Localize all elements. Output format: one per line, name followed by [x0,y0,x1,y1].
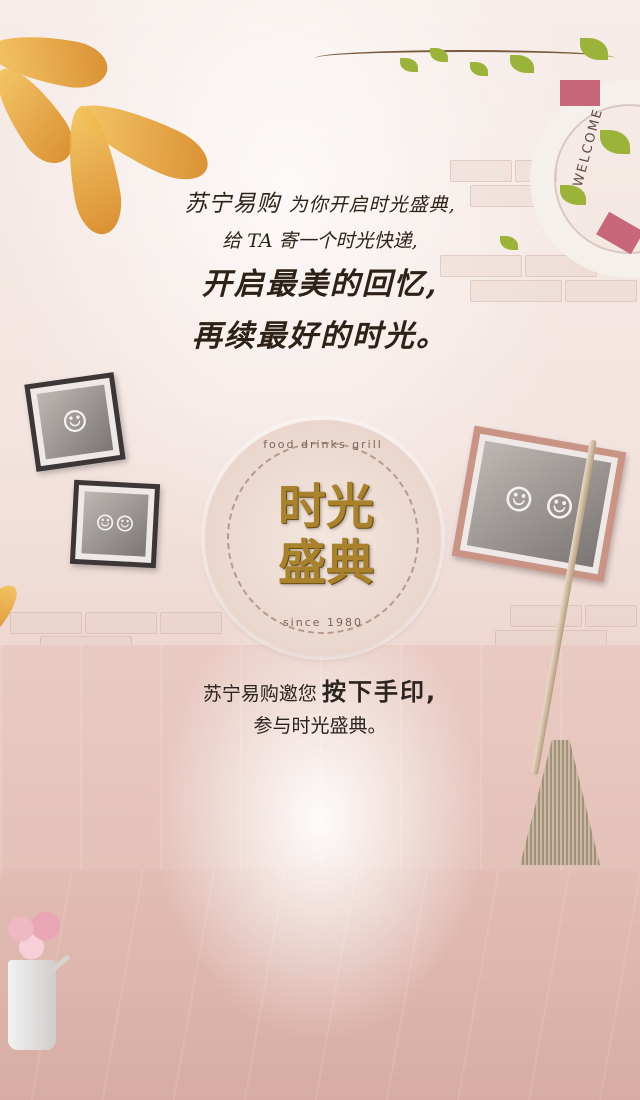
vine-leaf-icon [470,62,488,76]
invite-prefix: 苏宁易购邀您 [202,683,317,705]
vine-leaf-icon [560,185,586,205]
photo-frame-children: ☺ ☺ [451,425,627,583]
seal-dashed-ring [227,442,419,634]
watering-can-icon [8,960,56,1050]
wall-brick [565,280,637,302]
intro-text: 苏宁易购 为你开启时光盛典, 给 TA 寄一个时光快递, 开启最美的回忆, 再续… [60,186,580,363]
seal-title-line-1: 时光 [277,479,374,535]
intro-line-1-rest: 为你开启时光盛典, [288,194,456,216]
seal-bottom-text: since 1980 [282,616,364,629]
time-festival-seal: food drinks grill 时光 盛典 since 1980 [205,420,441,656]
intro-line-4: 再续最好的时光。 [192,319,448,354]
person-photo-icon: ☺ [36,384,114,460]
intro-line-3: 开启最美的回忆, [201,267,439,302]
vine-leaf-icon [400,58,418,72]
light-glow [140,620,500,1060]
photo-frame-couple: ☺☺ [69,479,161,569]
seal-top-text: food drinks grill [263,438,383,451]
wall-brick [585,605,637,627]
invite-suffix: 参与时光盛典。 [253,715,387,737]
people-photo-icon: ☺☺ [81,491,149,557]
press-handprint-action[interactable]: 按下手印, [321,678,438,706]
vine-leaf-icon [500,236,518,250]
wall-brick [510,605,582,627]
brand-name: 苏宁易购 [184,191,281,217]
vine-leaf-icon [510,55,534,73]
wall-brick [10,612,82,634]
vine-leaf-icon [430,48,448,62]
intro-line-2: 给 TA 寄一个时光快递, [222,230,418,252]
seal-title-line-2: 盛典 [277,535,374,591]
intro-line-1: 苏宁易购 为你开启时光盛典, [60,186,580,223]
invite-text: 苏宁易购邀您 按下手印, 参与时光盛典。 [120,672,520,738]
wall-brick [450,160,512,182]
vine-icon [315,50,615,66]
wall-brick [470,280,562,302]
vine-leaf-icon [580,38,608,60]
photo-frame-portrait: ☺ [24,372,126,472]
ring-band [560,80,600,106]
wall-brick [440,255,522,277]
